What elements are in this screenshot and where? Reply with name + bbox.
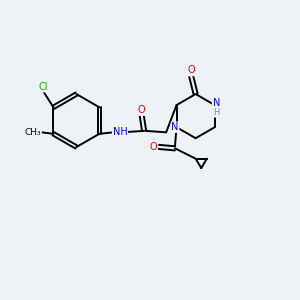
Text: N: N — [171, 122, 179, 132]
Text: O: O — [138, 105, 146, 115]
Text: N: N — [212, 98, 220, 108]
Text: H: H — [213, 108, 219, 117]
Text: CH₃: CH₃ — [25, 128, 41, 137]
Text: NH: NH — [112, 127, 127, 137]
Text: O: O — [188, 65, 195, 76]
Text: O: O — [150, 142, 158, 152]
Text: Cl: Cl — [38, 82, 48, 92]
